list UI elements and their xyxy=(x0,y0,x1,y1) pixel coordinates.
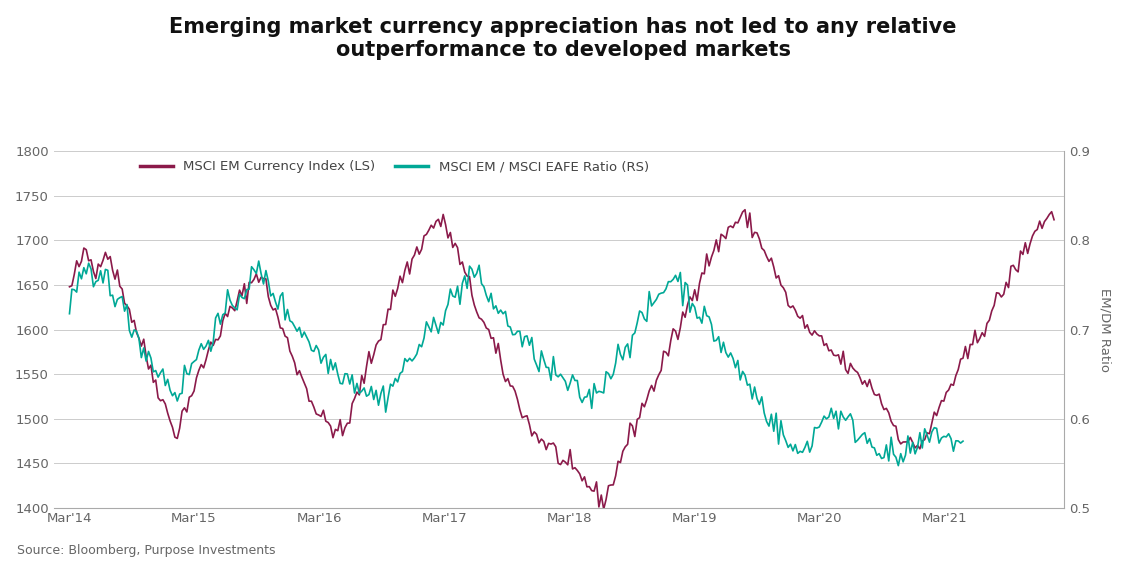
Text: Source: Bloomberg, Purpose Investments: Source: Bloomberg, Purpose Investments xyxy=(17,544,276,557)
Legend: MSCI EM Currency Index (LS), MSCI EM / MSCI EAFE Ratio (RS): MSCI EM Currency Index (LS), MSCI EM / M… xyxy=(135,155,654,178)
Text: Emerging market currency appreciation has not led to any relative
outperformance: Emerging market currency appreciation ha… xyxy=(169,17,957,60)
Y-axis label: EM/DM Ratio: EM/DM Ratio xyxy=(1098,288,1111,372)
